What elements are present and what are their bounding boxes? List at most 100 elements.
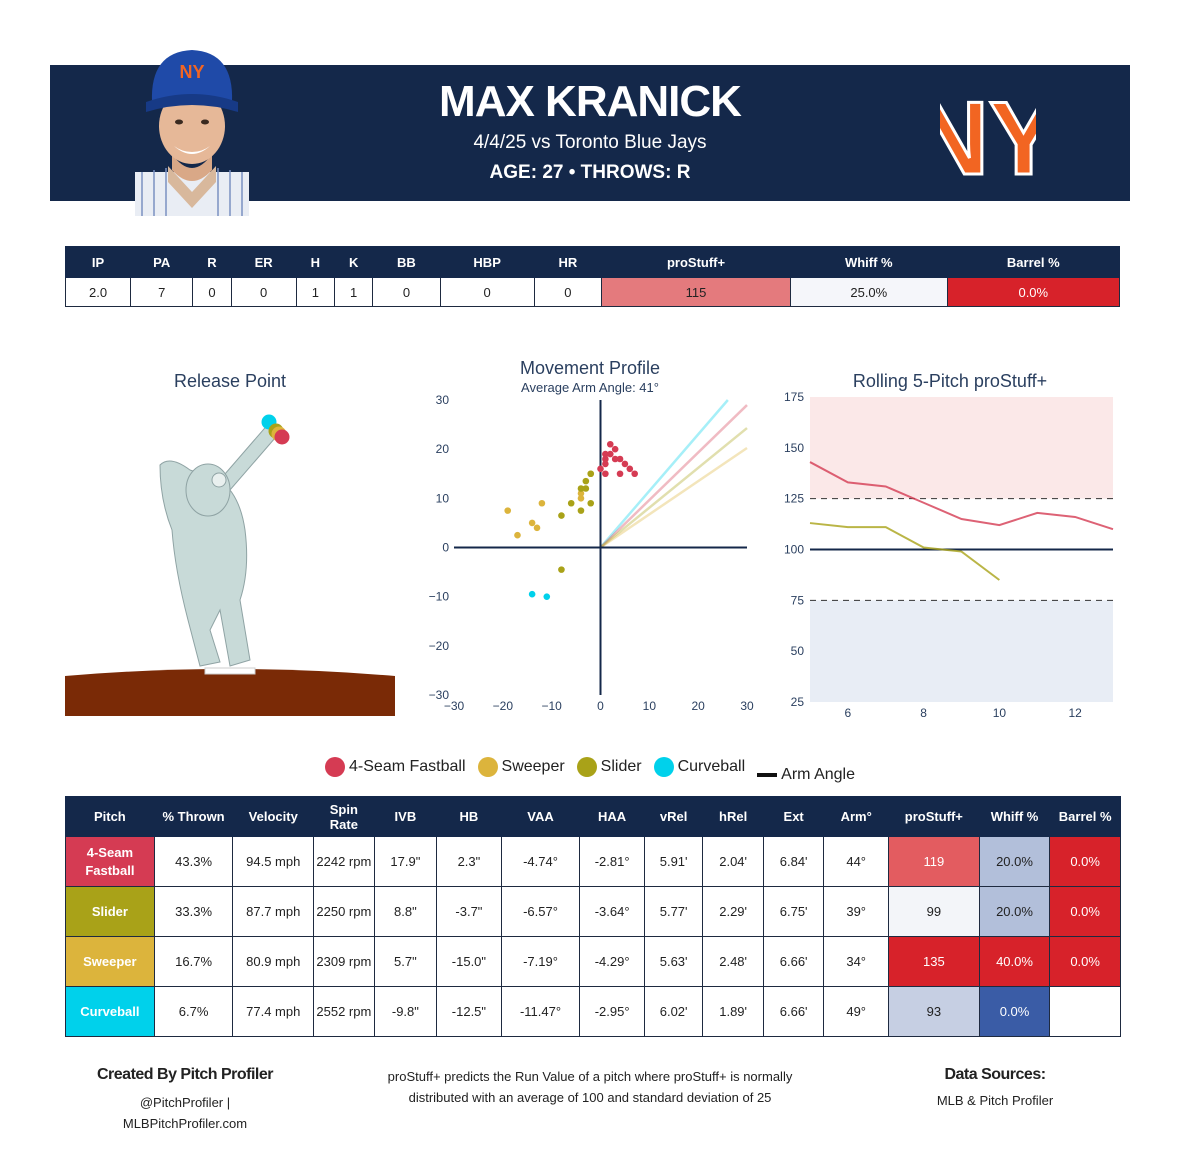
summary-value-cell: 0 <box>372 277 441 307</box>
movement-point <box>602 455 609 463</box>
pitch-metric-cell: 6.02' <box>643 986 704 1037</box>
legend-line-marker <box>757 773 778 777</box>
pitch-header-cell: Whiff % <box>978 796 1051 837</box>
movement-point <box>558 566 565 573</box>
pitch-name-cell: Slider <box>65 886 155 937</box>
movement-point <box>606 440 614 448</box>
pitch-metric-cell: 2552 rpm <box>313 986 375 1037</box>
pitch-metric-cell: -3.7" <box>436 886 502 937</box>
pitch-name-line: 4-Seam <box>86 844 133 860</box>
movement-point <box>577 490 585 497</box>
x-tick-label: 8 <box>920 706 927 720</box>
legend-item-arm-angle: Arm Angle <box>757 766 855 784</box>
summary-table: IP PA R ER H K BB HBP HR proStuff+ Whiff % Barrel %… <box>64 246 1121 307</box>
legend-item: Slider <box>576 757 642 777</box>
y-tick-label: −30 <box>429 688 450 702</box>
prostuff-cell: 93 <box>887 986 980 1037</box>
pitch-metric-cell: 33.3% <box>153 886 234 937</box>
barrel-cell: 0.0% <box>1049 936 1121 987</box>
pitch-metric-cell: -6.57° <box>500 886 581 937</box>
pitch-metric-cell: 6.7% <box>153 986 234 1037</box>
pitch-row: Sweeper 16.7% 80.9 mph 2309 rpm 5.7" -15.0" -7… <box>65 936 1121 987</box>
movement-point <box>567 499 575 507</box>
pitch-metric-cell: 2.48' <box>702 936 764 987</box>
movement-point <box>558 512 565 519</box>
player-bio: AGE: 27 • THROWS: R <box>489 162 691 183</box>
pitch-header-cell: Spin Rate <box>313 796 375 837</box>
pitch-metric-cell: 2.3" <box>436 836 502 887</box>
game-info: 4/4/25 vs Toronto Blue Jays <box>473 132 707 153</box>
footer-links: @PitchProfiler | MLBPitchProfiler.com <box>85 1092 285 1134</box>
rolling-series-line <box>809 461 1114 531</box>
legend-label: 4-Seam Fastball <box>349 758 466 775</box>
x-tick-label: 6 <box>845 706 852 720</box>
pitch-header-cell: Velocity <box>232 796 315 837</box>
pitch-metric-cell: 77.4 mph <box>232 986 315 1037</box>
pitch-metric-cell: 5.77' <box>643 886 704 937</box>
pitch-name-cell: Sweeper <box>65 936 155 987</box>
movement-point <box>582 477 590 485</box>
legend-item: Curveball <box>653 757 746 777</box>
footer-description: proStuff+ predicts the Run Value of a pi… <box>340 1066 840 1108</box>
summary-header-cell: IP <box>64 246 132 278</box>
release-point-dot <box>274 429 290 445</box>
movement-point <box>528 590 536 598</box>
pitch-metric-cell: 6.66' <box>762 936 825 987</box>
footer-created-by: Created By Pitch Profiler <box>97 1066 274 1083</box>
x-tick-label: 30 <box>740 699 754 713</box>
y-tick-label: 75 <box>791 593 805 607</box>
movement-point <box>543 593 551 600</box>
pitch-metric-cell: -3.64° <box>579 886 645 937</box>
pitch-metric-cell: 94.5 mph <box>232 836 315 887</box>
y-tick-label: 20 <box>436 442 450 456</box>
pitch-metric-cell: -15.0" <box>436 936 502 987</box>
pitch-header-cell: proStuff+ <box>887 796 980 837</box>
barrel-cell: 0.0% <box>1049 836 1121 887</box>
footer-handle: @PitchProfiler | <box>139 1095 231 1110</box>
summary-header-cell: Barrel % <box>946 246 1121 278</box>
movement-point <box>616 455 624 463</box>
movement-point <box>611 445 619 453</box>
summary-value-cell: 0 <box>533 277 603 307</box>
summary-header-cell: H <box>295 246 335 278</box>
summary-header-cell: Whiff % <box>790 246 948 278</box>
movement-profile-subtitle: Average Arm Angle: 41° <box>521 380 659 395</box>
summary-header-cell: BB <box>372 246 441 278</box>
pitch-metric-cell: -12.5" <box>436 986 502 1037</box>
prostuff-cell: 119 <box>887 836 980 887</box>
pitch-header-cell: Barrel % <box>1049 796 1121 837</box>
x-tick-label: 10 <box>643 699 657 713</box>
pitching-rubber <box>204 667 256 675</box>
y-tick-label: 25 <box>791 695 805 709</box>
movement-point <box>577 495 585 502</box>
movement-point <box>631 470 638 478</box>
pitch-metric-cell: 44° <box>823 836 889 887</box>
summary-value-cell: 0.0% <box>946 277 1121 307</box>
movement-point <box>582 485 590 492</box>
y-tick-label: 175 <box>784 390 804 404</box>
chart-legend: 4-Seam Fastball Sweeper Slider Curveball Arm… <box>0 757 1180 784</box>
legend-label: Curveball <box>677 758 746 775</box>
y-tick-label: 30 <box>436 393 450 407</box>
x-tick-label: −20 <box>493 699 514 713</box>
pitch-header-cell: Pitch <box>65 796 155 837</box>
barrel-cell: 0.0% <box>1049 886 1121 937</box>
footer-sources-title: Data Sources: <box>944 1066 1046 1083</box>
legend-item: 4-Seam Fastball <box>325 757 466 777</box>
pitch-metric-cell: -2.95° <box>579 986 645 1037</box>
whiff-cell: 0.0% <box>978 986 1051 1037</box>
y-tick-label: 100 <box>784 543 804 557</box>
arm-angle-line <box>599 404 748 549</box>
pitch-header-cell: hRel <box>702 796 764 837</box>
pitch-header-cell: Ext <box>762 796 825 837</box>
whiff-cell: 20.0% <box>978 836 1051 887</box>
pitch-metric-cell: 2250 rpm <box>313 886 375 937</box>
summary-header-cell: ER <box>230 246 297 278</box>
summary-header-cell: proStuff+ <box>601 246 792 278</box>
pitch-metric-cell: 2242 rpm <box>313 836 375 887</box>
movement-point <box>504 507 512 514</box>
x-tick-label: 12 <box>1068 706 1082 720</box>
pitch-metric-cell: -2.81° <box>579 836 645 887</box>
pitch-name-line: Slider <box>91 903 128 919</box>
summary-value-cell: 1 <box>333 277 374 307</box>
